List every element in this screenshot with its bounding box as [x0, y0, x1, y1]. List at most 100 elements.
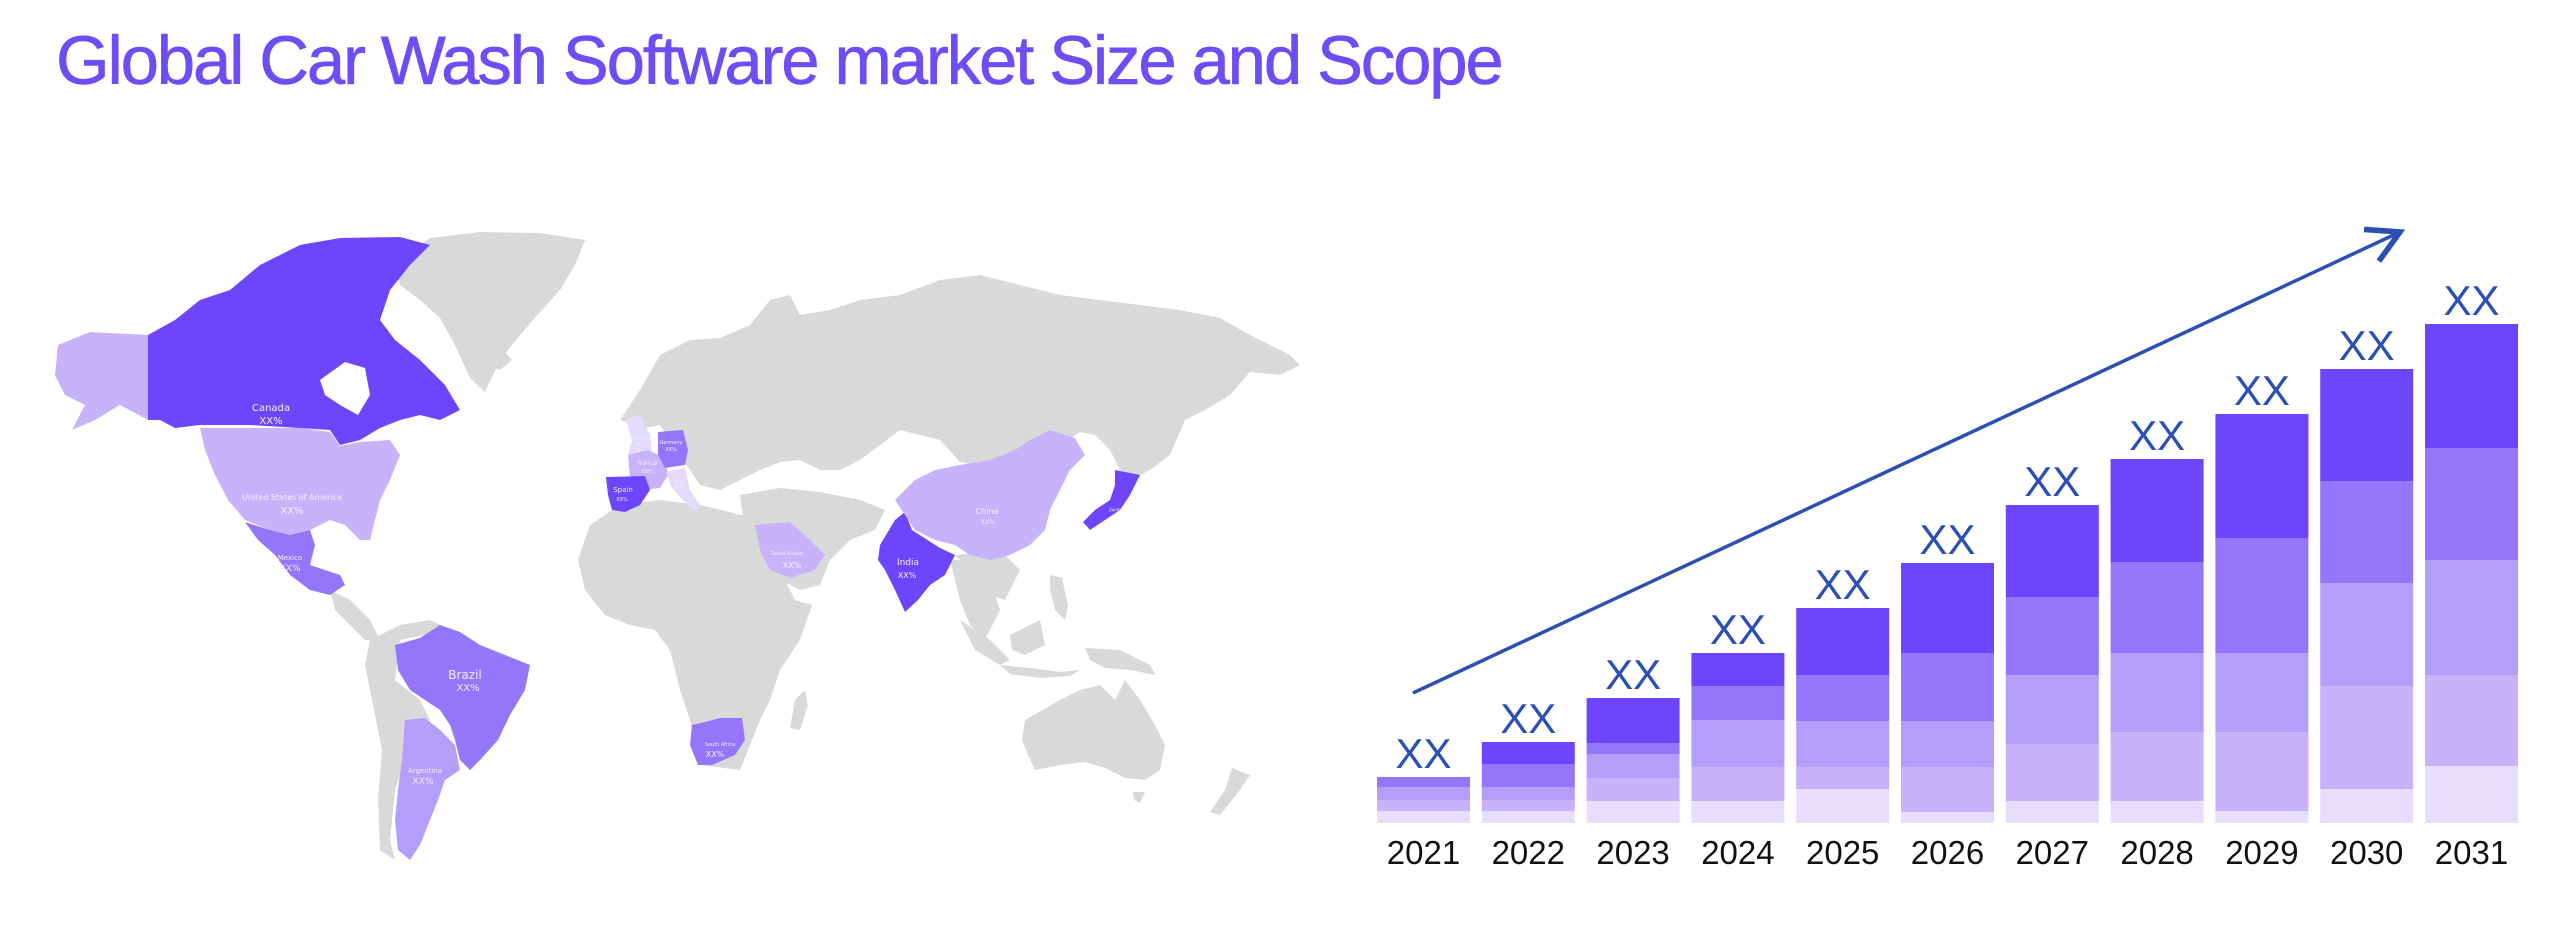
label-saudi-name: Saudi Arabia [771, 551, 803, 557]
bar-segment [1901, 563, 1994, 653]
bar-value-label: XX [2339, 322, 2395, 369]
map-labels: Canada XX% United States of America XX% … [242, 403, 1121, 787]
borneo [1010, 620, 1045, 655]
bar-value-label: XX [1395, 730, 1451, 777]
x-axis-year-label: 2025 [1806, 834, 1879, 871]
x-axis-year-label: 2029 [2225, 834, 2298, 871]
bar-segment [2110, 653, 2204, 732]
bar-segment [1901, 721, 1994, 767]
greenland [395, 232, 585, 392]
bar-segment [1796, 721, 1890, 767]
indochina [955, 550, 1020, 600]
bar-2023: XX 2023 [1586, 651, 1680, 871]
bar-segment [1377, 787, 1470, 800]
country-spain[interactable] [606, 476, 650, 512]
bar-2024: XX 2024 [1691, 606, 1785, 871]
new-zealand [1210, 768, 1250, 815]
bar-segment [1481, 800, 1575, 811]
africa [578, 500, 812, 770]
x-axis-year-label: 2030 [2330, 834, 2403, 871]
bar-value-label: XX [2443, 277, 2499, 324]
country-italy[interactable] [666, 468, 700, 512]
bar-segment [2215, 732, 2309, 811]
bar-2022: XX 2022 [1481, 695, 1575, 871]
x-axis-year-label: 2027 [2016, 834, 2089, 871]
bar-segment [2005, 505, 2099, 597]
bar-2026: XX 2026 [1901, 516, 1994, 871]
label-south-africa-name: South Africa [705, 742, 735, 748]
bar-segment [2425, 324, 2518, 448]
country-japan[interactable] [1083, 470, 1140, 530]
bar-segment [1691, 653, 1785, 686]
bar-segment [2425, 560, 2518, 675]
bar-2031: XX 2031 [2425, 277, 2518, 871]
bar-segment [1586, 754, 1680, 778]
country-alaska[interactable] [55, 332, 148, 430]
country-germany[interactable] [658, 430, 688, 468]
trend-arrow-icon [1412, 226, 2406, 695]
label-argentina-value: XX% [413, 777, 434, 787]
label-usa-value: XX% [280, 506, 303, 517]
label-uk-value: XX% [635, 442, 644, 447]
bar-segment [2110, 801, 2204, 823]
country-mexico[interactable] [245, 522, 345, 595]
bar-segment [2215, 811, 2309, 823]
bar-segment [1586, 801, 1680, 823]
bar-value-label: XX [1919, 516, 1975, 563]
bar-segment [1586, 778, 1680, 801]
x-axis-year-label: 2031 [2435, 834, 2508, 871]
country-usa[interactable] [200, 428, 400, 540]
bar-segment [2215, 414, 2309, 538]
market-size-chart: XX 2021 XX 2022 XX 2023 XX 2024 XX 2025 XX 2026 XX 20… [1360, 200, 2560, 900]
bar-segment [2110, 459, 2204, 562]
label-spain-value: XX% [616, 497, 628, 503]
label-mexico-value: XX% [280, 564, 301, 574]
bar-segment [1796, 767, 1890, 789]
bar-segment [1691, 720, 1785, 767]
bar-2029: XX 2029 [2215, 367, 2309, 871]
bar-segment [1796, 789, 1890, 823]
label-saudi-value: XX% [783, 561, 802, 570]
bar-segment [1377, 811, 1470, 823]
x-axis-year-label: 2022 [1492, 834, 1565, 871]
x-axis-year-label: 2026 [1911, 834, 1984, 871]
country-canada[interactable] [148, 237, 460, 445]
label-germany-name: Germany [660, 440, 683, 446]
label-brazil-value: XX% [456, 683, 479, 694]
label-italy-name: Italy [675, 479, 684, 484]
bar-segment [2425, 675, 2518, 766]
x-axis-year-label: 2024 [1701, 834, 1774, 871]
label-china-name: China [976, 507, 999, 516]
country-brazil[interactable] [395, 625, 530, 770]
bar-segment [1901, 767, 1994, 812]
country-saudi-arabia[interactable] [755, 522, 825, 578]
country-china[interactable] [895, 430, 1085, 560]
bar-segment [2215, 538, 2309, 653]
bar-value-label: XX [1815, 561, 1871, 608]
bar-value-label: XX [1605, 651, 1661, 698]
x-axis-year-label: 2021 [1387, 834, 1460, 871]
page-title: Global Car Wash Software market Size and… [56, 22, 1504, 99]
label-india-name: India [897, 558, 919, 568]
bar-segment [1481, 811, 1575, 823]
label-italy-value: XX% [674, 485, 683, 490]
country-south-africa[interactable] [690, 718, 745, 765]
bars-group: XX 2021 XX 2022 XX 2023 XX 2024 XX 2025 XX 2026 XX 20… [1377, 277, 2518, 871]
label-canada-value: XX% [259, 416, 282, 427]
label-mexico-name: Mexico [278, 554, 302, 562]
country-india[interactable] [878, 512, 955, 612]
bar-segment [2320, 789, 2414, 823]
country-uk[interactable] [626, 415, 652, 460]
new-guinea [1085, 648, 1155, 675]
label-germany-value: XX% [665, 447, 677, 453]
label-canada-name: Canada [252, 403, 290, 414]
bar-2030: XX 2030 [2320, 322, 2414, 871]
label-usa-name: United States of America [242, 493, 342, 502]
indonesia-chain [1000, 665, 1080, 678]
bar-segment [2215, 653, 2309, 732]
bar-2021: XX 2021 [1377, 730, 1470, 871]
country-argentina[interactable] [395, 718, 460, 860]
bar-segment [1481, 764, 1575, 787]
bar-value-label: XX [2024, 458, 2080, 505]
label-japan-name: Japan [1108, 507, 1121, 512]
